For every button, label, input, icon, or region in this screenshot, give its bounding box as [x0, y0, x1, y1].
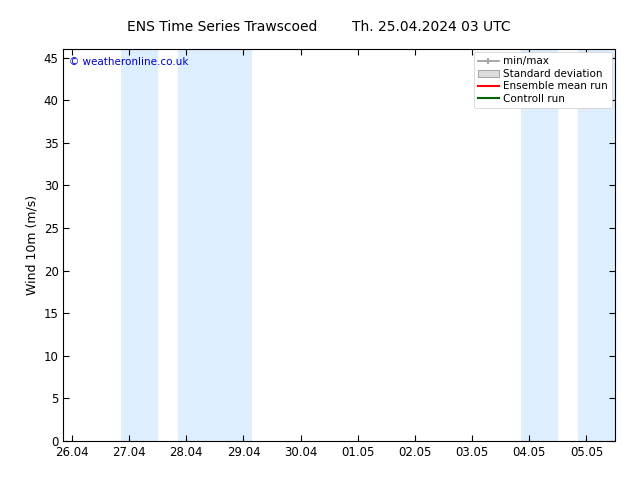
Bar	[120, 49, 158, 441]
Bar	[521, 49, 558, 441]
Text: © weatheronline.co.uk: © weatheronline.co.uk	[69, 57, 188, 67]
Text: ENS Time Series Trawscoed: ENS Time Series Trawscoed	[127, 20, 317, 34]
Y-axis label: Wind 10m (m/s): Wind 10m (m/s)	[25, 195, 38, 295]
Text: Th. 25.04.2024 03 UTC: Th. 25.04.2024 03 UTC	[352, 20, 510, 34]
Bar	[178, 49, 252, 441]
Legend: min/max, Standard deviation, Ensemble mean run, Controll run: min/max, Standard deviation, Ensemble me…	[474, 52, 612, 108]
Bar	[578, 49, 615, 441]
